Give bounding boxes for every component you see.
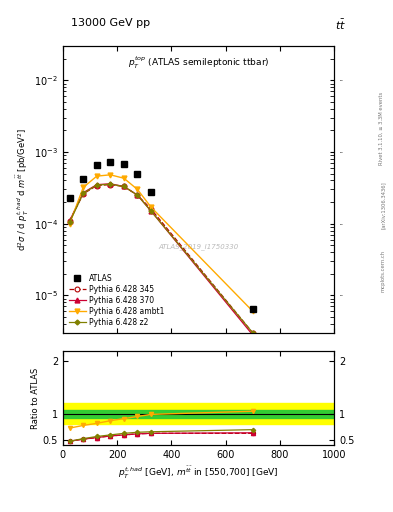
Line: Pythia 6.428 345: Pythia 6.428 345 <box>67 182 255 335</box>
Text: ATLAS_2019_I1750330: ATLAS_2019_I1750330 <box>158 243 239 250</box>
Text: $p_T^{top}$ (ATLAS semileptonic ttbar): $p_T^{top}$ (ATLAS semileptonic ttbar) <box>128 55 269 71</box>
Line: Pythia 6.428 z2: Pythia 6.428 z2 <box>68 182 254 334</box>
Pythia 6.428 ambt1 <box>108 172 113 178</box>
Pythia 6.428 ambt1 <box>149 204 153 210</box>
Text: mcplots.cern.ch: mcplots.cern.ch <box>381 250 386 292</box>
Pythia 6.428 ambt1 <box>67 221 72 227</box>
Pythia 6.428 345 <box>149 206 153 212</box>
Legend: ATLAS, Pythia 6.428 345, Pythia 6.428 370, Pythia 6.428 ambt1, Pythia 6.428 z2: ATLAS, Pythia 6.428 345, Pythia 6.428 37… <box>67 272 167 329</box>
Pythia 6.428 ambt1 <box>94 173 99 179</box>
Pythia 6.428 370 <box>81 189 86 196</box>
Pythia 6.428 370 <box>135 192 140 198</box>
Y-axis label: Ratio to ATLAS: Ratio to ATLAS <box>31 368 40 429</box>
Pythia 6.428 370 <box>94 182 99 188</box>
Pythia 6.428 345 <box>108 182 113 188</box>
Text: 13000 GeV pp: 13000 GeV pp <box>71 18 150 28</box>
Pythia 6.428 ambt1 <box>250 308 255 314</box>
ATLAS <box>121 161 126 167</box>
Pythia 6.428 ambt1 <box>135 186 140 193</box>
Pythia 6.428 370 <box>108 181 113 187</box>
Pythia 6.428 z2 <box>108 181 113 187</box>
Pythia 6.428 345 <box>135 192 140 198</box>
Bar <box>63 410 334 418</box>
Pythia 6.428 z2 <box>67 219 72 225</box>
ATLAS <box>81 176 86 182</box>
Line: ATLAS: ATLAS <box>66 159 256 312</box>
Pythia 6.428 z2 <box>135 192 140 198</box>
Pythia 6.428 z2 <box>250 330 255 336</box>
Y-axis label: d$^2\sigma$ / d $p_T^{t,had}$ d $m^{\bar{t}\bar{t}}$ [pb/GeV$^2$]: d$^2\sigma$ / d $p_T^{t,had}$ d $m^{\bar… <box>15 128 31 251</box>
ATLAS <box>67 195 72 201</box>
Text: [arXiv:1306.3436]: [arXiv:1306.3436] <box>381 181 386 229</box>
Pythia 6.428 345 <box>250 330 255 336</box>
Pythia 6.428 345 <box>94 182 99 188</box>
Pythia 6.428 z2 <box>121 183 126 189</box>
Text: Rivet 3.1.10, ≥ 3.3M events: Rivet 3.1.10, ≥ 3.3M events <box>379 91 384 165</box>
Pythia 6.428 ambt1 <box>81 184 86 190</box>
Pythia 6.428 370 <box>149 208 153 214</box>
Bar <box>63 403 334 424</box>
Line: Pythia 6.428 370: Pythia 6.428 370 <box>67 181 255 337</box>
X-axis label: $p_T^{t,had}$ [GeV], $m^{\bar{t}\bar{t}}$ in [550,700] [GeV]: $p_T^{t,had}$ [GeV], $m^{\bar{t}\bar{t}}… <box>118 464 279 481</box>
ATLAS <box>108 159 113 165</box>
Pythia 6.428 z2 <box>81 190 86 197</box>
ATLAS <box>94 162 99 168</box>
Pythia 6.428 ambt1 <box>121 175 126 181</box>
Pythia 6.428 z2 <box>94 182 99 188</box>
ATLAS <box>250 306 255 312</box>
Pythia 6.428 370 <box>67 218 72 224</box>
ATLAS <box>149 188 153 195</box>
Pythia 6.428 345 <box>81 191 86 197</box>
Pythia 6.428 370 <box>121 183 126 189</box>
Pythia 6.428 345 <box>67 218 72 224</box>
Pythia 6.428 z2 <box>149 208 153 214</box>
ATLAS <box>135 170 140 177</box>
Pythia 6.428 345 <box>121 183 126 189</box>
Text: $t\bar{t}$: $t\bar{t}$ <box>335 18 346 32</box>
Pythia 6.428 370 <box>250 332 255 338</box>
Line: Pythia 6.428 ambt1: Pythia 6.428 ambt1 <box>67 173 255 314</box>
